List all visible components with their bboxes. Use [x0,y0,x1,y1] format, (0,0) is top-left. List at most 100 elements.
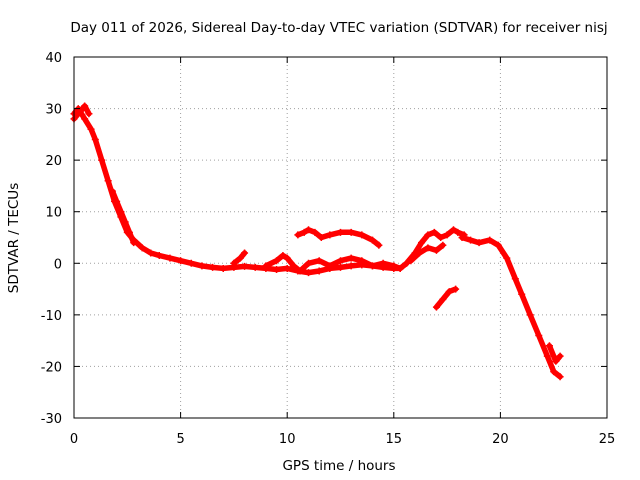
series-trace-1 [70,105,404,277]
data-point [552,357,560,365]
data-point [187,259,195,267]
data-point [117,208,125,216]
data-point [85,110,93,118]
data-point [337,263,344,271]
data-point [545,342,553,350]
data-point [283,264,291,272]
data-point [315,257,323,265]
data-point [147,249,155,257]
data-point [454,228,462,236]
data-point [467,236,475,244]
data-point [445,288,453,296]
data-point [458,234,466,241]
y-axis-title: SDTVAR / TECUs [6,183,22,293]
data-point [98,156,106,164]
data-point [358,257,366,265]
x-tick-label: 20 [492,432,509,447]
x-tick-label: 15 [386,432,403,447]
data-point [209,263,217,271]
series-trace-11 [545,342,564,365]
data-point [104,177,112,185]
y-tick-label: -10 [41,309,62,324]
data-point [283,254,291,262]
series-layer [70,102,564,381]
series-trace-9 [432,285,460,311]
data-point [396,264,404,272]
series-trace-3 [108,187,138,247]
data-point [166,254,174,262]
data-point [511,275,519,283]
data-point [326,262,334,270]
data-point [305,269,313,277]
data-point [418,239,426,247]
data-point [347,262,355,270]
series-line [71,103,92,122]
data-point [198,262,206,270]
data-point [403,259,411,267]
data-point [279,252,287,260]
data-point [241,262,249,270]
data-point [113,197,121,205]
data-point [305,259,313,267]
data-point [305,226,313,234]
y-tick-labels: -30 -20 -10 0 10 20 30 40 [41,51,62,427]
data-point [326,231,334,239]
data-point [311,228,319,236]
y-tick-label: 30 [45,103,62,118]
data-point [273,265,281,273]
data-point [347,228,355,236]
data-point [439,295,447,303]
data-point [290,262,298,270]
data-point [337,257,344,265]
data-point [358,231,366,239]
data-point [449,226,457,234]
data-point [155,252,163,260]
data-point [121,218,129,226]
data-point [390,262,398,270]
series-line [71,105,403,276]
data-point [437,234,445,241]
chart-grid [74,57,607,418]
data-point [475,239,483,247]
data-point [219,264,227,272]
data-point [424,244,432,252]
data-point [439,241,447,249]
data-point [415,249,423,257]
data-point [108,187,116,195]
data-point [294,231,302,239]
plot-frame [73,56,608,419]
data-point [526,311,534,319]
x-axis-title: GPS time / hours [282,458,395,474]
x-tick-label: 0 [70,432,78,447]
series-line [433,286,459,310]
data-point [273,257,281,265]
data-point [543,352,551,360]
data-point [368,262,376,270]
axis-ticks [73,56,608,419]
data-point [76,107,84,115]
y-tick-label: -30 [41,412,62,427]
x-tick-label: 25 [599,432,616,447]
data-point [230,259,238,267]
data-point [486,236,494,244]
data-point [407,257,415,265]
data-point [379,259,387,267]
series-trace-4 [230,249,249,267]
y-tick-label: -20 [41,360,62,375]
data-point [138,244,146,252]
series-line [263,252,403,274]
data-point [87,125,95,133]
y-tick-label: 40 [45,51,62,66]
data-point [317,234,325,241]
data-point [125,228,133,236]
data-point [368,236,376,244]
data-point [535,331,543,339]
data-point [241,249,249,257]
x-tick-label: 10 [279,432,296,447]
data-point [262,262,270,270]
data-point [550,368,558,376]
data-point [424,231,432,239]
series-line [109,188,137,246]
series-trace-8 [407,241,447,265]
